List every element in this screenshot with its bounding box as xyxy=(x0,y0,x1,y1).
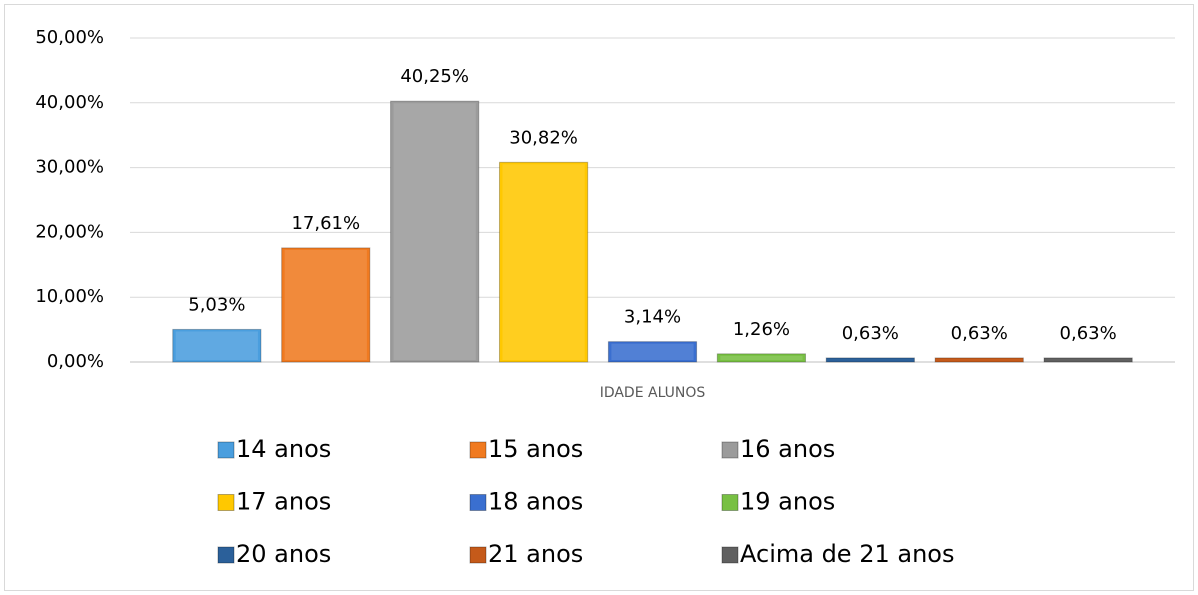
legend-swatch xyxy=(721,494,739,511)
bar xyxy=(390,100,480,363)
legend-swatch xyxy=(721,441,739,459)
legend-swatch xyxy=(721,546,739,564)
bar xyxy=(172,328,262,363)
legend-swatch xyxy=(217,546,235,564)
x-tick-label: IDADE ALUNOS xyxy=(600,385,706,401)
bar xyxy=(825,357,915,363)
legend-label: Acima de 21 anos xyxy=(740,540,954,568)
legend-swatch xyxy=(217,494,235,511)
data-label: 1,26% xyxy=(733,319,790,340)
data-label: 17,61% xyxy=(291,213,360,234)
data-label: 3,14% xyxy=(624,307,681,328)
y-tick-label: 10,00% xyxy=(35,286,104,307)
y-tick-label: 40,00% xyxy=(35,92,104,113)
bar-shine xyxy=(284,249,367,360)
bar xyxy=(498,161,589,363)
legend-swatch xyxy=(469,546,487,564)
bar xyxy=(716,353,807,363)
y-tick-label: 0,00% xyxy=(47,351,104,372)
y-tick-label: 50,00% xyxy=(35,27,104,48)
legend-label: 18 anos xyxy=(488,488,583,516)
legend-swatch xyxy=(469,494,487,511)
bar xyxy=(934,357,1024,363)
legend-swatch xyxy=(217,441,235,459)
y-tick-label: 20,00% xyxy=(35,221,104,242)
data-label: 0,63% xyxy=(1060,323,1117,344)
bar-shine xyxy=(720,355,803,360)
legend-label: 20 anos xyxy=(236,540,331,568)
legend-label: 19 anos xyxy=(740,488,835,516)
bar-shine xyxy=(502,164,585,360)
data-label: 5,03% xyxy=(188,294,245,315)
bar-shine xyxy=(393,103,476,361)
legend-label: 17 anos xyxy=(236,488,331,516)
legend-label: 15 anos xyxy=(488,435,583,463)
y-tick-label: 30,00% xyxy=(35,157,104,178)
bar xyxy=(281,247,371,363)
legend-label: 21 anos xyxy=(488,540,583,568)
bar xyxy=(1043,357,1133,363)
legend-label: 14 anos xyxy=(236,435,331,463)
data-label: 0,63% xyxy=(842,323,899,344)
bar xyxy=(607,341,698,363)
data-label: 0,63% xyxy=(951,323,1008,344)
data-label: 40,25% xyxy=(400,66,469,87)
legend-label: 16 anos xyxy=(740,435,835,463)
data-label: 30,82% xyxy=(509,127,578,148)
bar-shine xyxy=(611,343,694,360)
bar-shine xyxy=(175,331,258,360)
legend-swatch xyxy=(469,441,487,459)
